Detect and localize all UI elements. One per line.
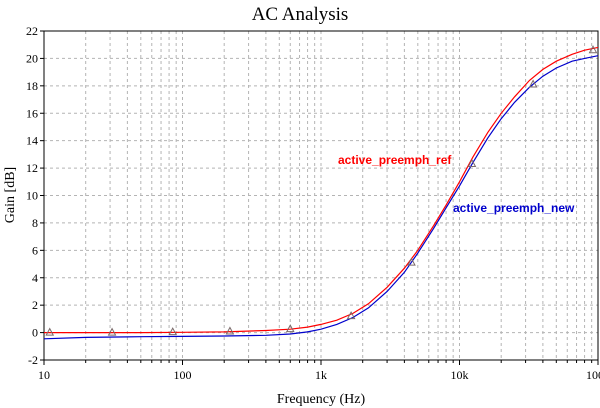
x-tick-label: 10k (451, 368, 469, 382)
y-tick-label: 16 (26, 106, 38, 120)
plot-frame (43, 30, 599, 361)
annotation-new: active_preemph_new (453, 201, 575, 215)
y-tick-label: 8 (32, 216, 38, 230)
series-marker-active_preemph_ref (168, 327, 178, 336)
y-tick-label: 20 (26, 51, 38, 65)
x-tick-label: 100 (174, 368, 192, 382)
series-line-active_preemph_new (43, 55, 599, 340)
series-marker-active_preemph_ref (346, 311, 356, 320)
y-tick-label: 18 (26, 79, 38, 93)
y-tick-label: 0 (32, 326, 38, 340)
chart-title: AC Analysis (252, 4, 349, 25)
y-tick-label: 14 (26, 134, 38, 148)
series-marker-active_preemph_ref (467, 158, 477, 167)
series-marker-active_preemph_ref (225, 326, 235, 335)
series-marker-active_preemph_ref (528, 79, 538, 88)
y-tick-label: 12 (26, 161, 38, 175)
y-tick-label: 2 (32, 298, 38, 312)
grid (44, 31, 598, 360)
x-axis-ticks: 10 100 1k 10k 100k (38, 360, 600, 382)
y-axis-label: Gain [dB] (3, 167, 18, 223)
series-marker-active_preemph_ref (45, 327, 55, 336)
x-tick-label: 1k (315, 368, 327, 382)
series-marker-active_preemph_ref (285, 324, 295, 333)
annotation-ref: active_preemph_ref (338, 153, 452, 167)
y-tick-label: -2 (28, 353, 38, 367)
x-axis-label: Frequency (Hz) (277, 392, 366, 407)
x-tick-label: 100k (586, 368, 600, 382)
series-marker-active_preemph_ref (107, 327, 117, 336)
y-tick-label: 22 (26, 24, 38, 38)
y-tick-label: 6 (32, 243, 38, 257)
series-layer (43, 45, 599, 340)
x-tick-label: 10 (38, 368, 50, 382)
series-marker-active_preemph_ref (407, 257, 416, 266)
y-tick-label: 10 (26, 189, 38, 203)
y-tick-label: 4 (32, 271, 38, 285)
y-axis-ticks: -2 0 2 4 6 8 10 12 14 16 18 20 22 (26, 24, 44, 367)
series-marker-active_preemph_ref (588, 45, 598, 54)
